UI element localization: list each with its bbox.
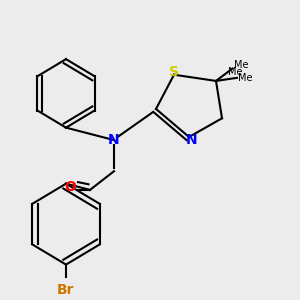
Text: Me: Me xyxy=(238,73,253,83)
Text: Me: Me xyxy=(234,60,248,70)
Text: S: S xyxy=(169,64,179,79)
Text: N: N xyxy=(108,133,120,147)
Text: N: N xyxy=(186,133,198,147)
Text: Br: Br xyxy=(57,283,75,297)
Text: Me: Me xyxy=(228,67,242,76)
Text: O: O xyxy=(64,180,76,194)
